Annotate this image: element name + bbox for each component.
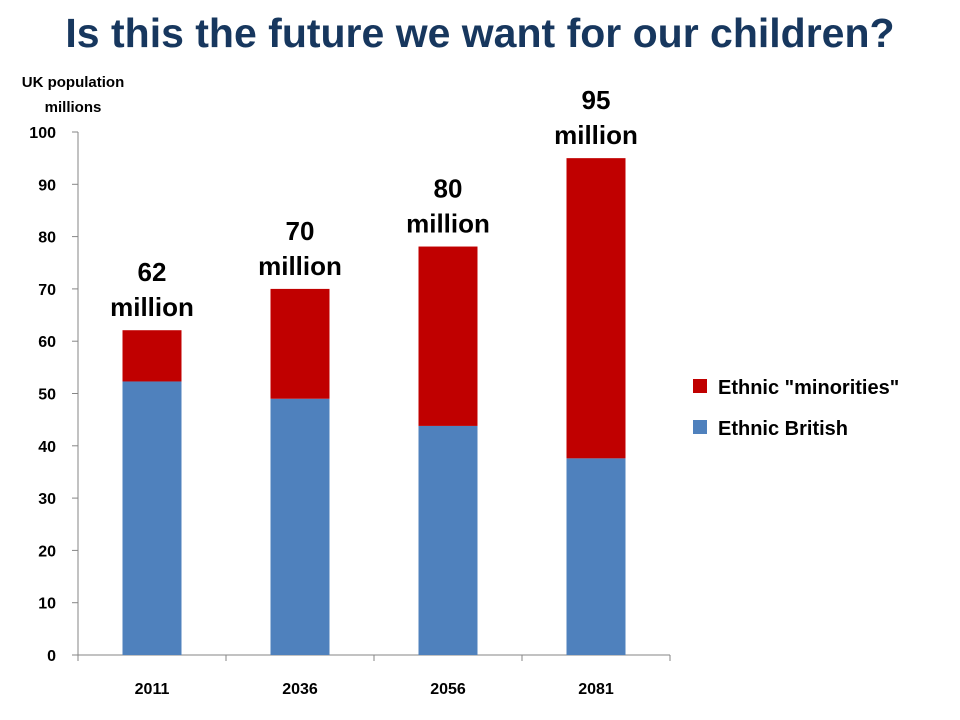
y-tick-label: 60 (38, 334, 56, 351)
bar-segment-ethnic-british (418, 425, 478, 655)
bar-total-label-unit: million (110, 292, 194, 322)
y-tick-label: 30 (38, 491, 56, 508)
bar-total-label-value: 62 (138, 257, 167, 287)
bar-segment-ethnic-minorities (566, 158, 626, 459)
bar-segment-ethnic-british (270, 398, 330, 655)
y-tick-label: 80 (38, 230, 56, 247)
y-tick-label: 0 (47, 648, 56, 665)
x-category-label: 2081 (578, 681, 614, 698)
bar-total-label-value: 70 (286, 216, 315, 246)
bar-segment-ethnic-british (566, 458, 626, 655)
y-axis-label: UK population (21, 74, 125, 91)
y-tick-label: 90 (38, 177, 56, 194)
bar-segment-ethnic-minorities (270, 288, 330, 399)
legend-swatch (693, 420, 707, 434)
bar-total-label-value: 95 (582, 85, 611, 115)
legend-label: Ethnic "minorities" (718, 377, 899, 399)
bar-total-label-unit: million (258, 251, 342, 281)
slide-title: Is this the future we want for our child… (65, 10, 895, 56)
x-category-label: 2036 (282, 681, 318, 698)
y-tick-label: 50 (38, 387, 56, 404)
legend-swatch (693, 379, 707, 393)
y-tick-label: 40 (38, 439, 56, 456)
y-tick-label: 70 (38, 282, 56, 299)
bar-total-label-unit: million (406, 209, 490, 239)
bar-segment-ethnic-minorities (418, 246, 478, 426)
y-axis-unit-label: millions (44, 99, 102, 116)
bar-segment-ethnic-british (122, 381, 182, 655)
bar-segment-ethnic-minorities (122, 330, 182, 382)
legend-label: Ethnic British (718, 418, 848, 440)
y-tick-label: 10 (38, 596, 56, 613)
x-category-label: 2011 (135, 681, 170, 698)
y-tick-label: 20 (38, 543, 56, 560)
bar-total-label-value: 80 (434, 174, 463, 204)
x-category-label: 2056 (430, 681, 466, 698)
bar-total-label-unit: million (554, 120, 638, 150)
y-tick-label: 100 (29, 125, 56, 142)
